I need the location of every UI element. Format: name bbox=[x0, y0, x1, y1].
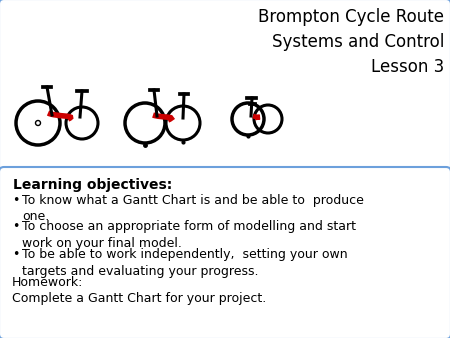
Text: Learning objectives:: Learning objectives: bbox=[13, 178, 172, 192]
Text: To know what a Gantt Chart is and be able to  produce
one.: To know what a Gantt Chart is and be abl… bbox=[22, 194, 364, 223]
Text: •: • bbox=[12, 220, 19, 233]
Text: Complete a Gantt Chart for your project.: Complete a Gantt Chart for your project. bbox=[12, 292, 266, 305]
Text: •: • bbox=[12, 194, 19, 207]
FancyBboxPatch shape bbox=[0, 167, 450, 338]
FancyBboxPatch shape bbox=[0, 0, 450, 175]
Text: Homework:: Homework: bbox=[12, 276, 83, 289]
Text: •: • bbox=[12, 248, 19, 261]
Text: Brompton Cycle Route
Systems and Control
Lesson 3: Brompton Cycle Route Systems and Control… bbox=[258, 8, 444, 76]
Text: To choose an appropriate form of modelling and start
work on your final model.: To choose an appropriate form of modelli… bbox=[22, 220, 356, 249]
Text: To be able to work independently,  setting your own
targets and evaluating your : To be able to work independently, settin… bbox=[22, 248, 347, 277]
